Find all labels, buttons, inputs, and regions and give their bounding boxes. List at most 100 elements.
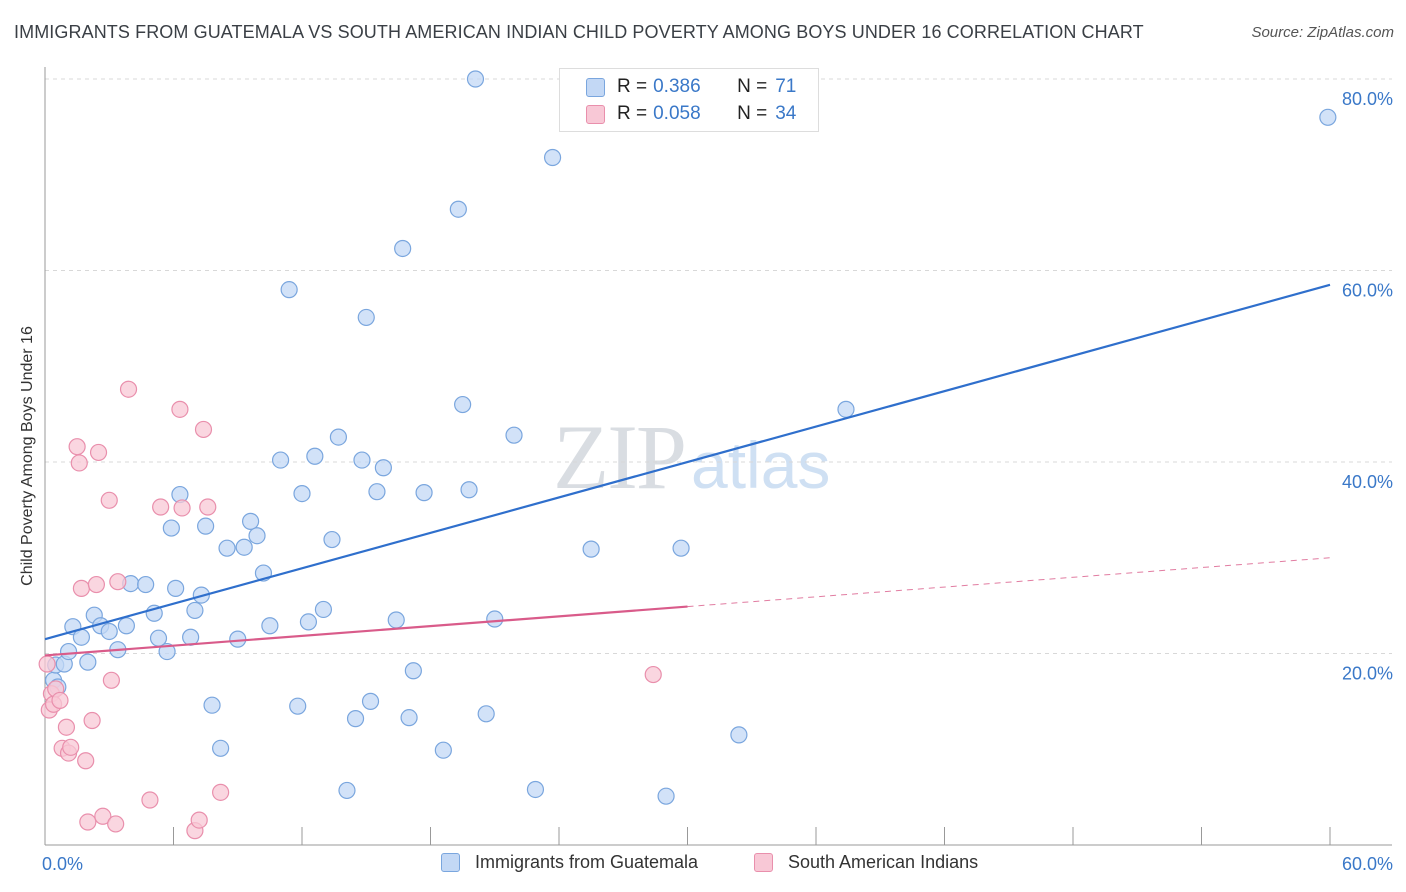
series-legend-label: South American Indians <box>788 852 979 872</box>
point-guatemala <box>353 451 371 469</box>
point-guatemala <box>329 428 348 446</box>
point-guatemala <box>404 662 422 680</box>
point-south-american-indian <box>70 454 88 472</box>
legend-row-guatemala: R = 0.386 N = 71 <box>586 74 796 100</box>
legend-n-label: N = <box>737 103 768 124</box>
correlation-legend: R = 0.386 N = 71 R = 0.058 N = 34 <box>559 68 819 132</box>
point-guatemala <box>460 481 478 499</box>
point-guatemala <box>306 447 324 465</box>
series-legend-swatch-pink <box>754 853 773 872</box>
point-south-american-indian <box>119 380 138 398</box>
point-guatemala <box>242 512 260 530</box>
point-guatemala <box>167 579 185 597</box>
point-guatemala <box>197 517 215 535</box>
legend-n-value: 71 <box>775 76 797 97</box>
point-guatemala <box>368 483 386 501</box>
watermark-zip: ZIP <box>553 406 687 508</box>
legend-swatch-blue <box>586 77 605 97</box>
point-guatemala <box>158 642 176 661</box>
point-south-american-indian <box>173 499 191 517</box>
point-guatemala <box>466 70 485 88</box>
x-tick-label: 0.0% <box>42 854 83 874</box>
point-guatemala <box>100 622 118 641</box>
legend-row-south-american-indians: R = 0.058 N = 34 <box>586 101 796 127</box>
chart-source: Source: ZipAtlas.com <box>1251 24 1394 41</box>
point-guatemala <box>346 710 365 728</box>
point-south-american-indian <box>38 655 56 673</box>
point-south-american-indian <box>57 718 76 736</box>
point-guatemala <box>486 610 504 628</box>
series-legend-item-guatemala: Immigrants from Guatemala <box>441 852 698 873</box>
point-guatemala <box>293 484 311 503</box>
point-south-american-indian <box>79 813 97 831</box>
point-guatemala <box>449 200 467 218</box>
point-guatemala <box>289 697 307 715</box>
point-south-american-indian <box>190 811 208 829</box>
point-south-american-indian <box>87 575 106 594</box>
point-guatemala <box>271 451 290 469</box>
legend-r-label: R = <box>617 103 648 124</box>
point-south-american-indian <box>72 579 91 597</box>
point-south-american-indian <box>94 807 112 825</box>
point-guatemala <box>582 540 600 558</box>
trend-lines <box>44 283 1331 657</box>
point-south-american-indian <box>141 791 159 809</box>
series-guatemala-points <box>44 70 1337 805</box>
axes <box>44 67 1392 846</box>
trend-line-guatemala <box>44 283 1331 641</box>
tick-labels: 20.0% 40.0% 60.0% 80.0% 0.0% 60.0% <box>42 89 1393 874</box>
point-guatemala <box>543 148 562 167</box>
point-guatemala <box>59 642 78 661</box>
point-south-american-indian <box>83 711 101 730</box>
series-south-american-indian-points <box>38 380 662 840</box>
legend-r-value: 0.386 <box>653 76 701 97</box>
point-south-american-indian <box>77 752 95 770</box>
point-south-american-indian <box>100 491 118 509</box>
legend-r-label: R = <box>617 76 648 97</box>
point-guatemala <box>415 484 433 502</box>
point-guatemala <box>374 459 392 477</box>
point-guatemala <box>137 575 155 594</box>
chart-title: IMMIGRANTS FROM GUATEMALA VS SOUTH AMERI… <box>14 22 1144 42</box>
series-legend-item-south-american-indians: South American Indians <box>754 852 978 873</box>
x-tick-label: 60.0% <box>1342 854 1393 874</box>
point-guatemala <box>79 653 97 671</box>
point-south-american-indian <box>194 420 213 439</box>
legend-swatch-pink <box>586 104 605 124</box>
point-south-american-indian <box>109 573 127 591</box>
legend-r-value: 0.058 <box>653 103 701 124</box>
point-south-american-indian <box>152 498 170 516</box>
point-guatemala <box>218 539 236 557</box>
trend-line-south-american-indians-extension <box>687 557 1331 608</box>
point-south-american-indian <box>102 671 120 689</box>
watermark: ZIPatlas <box>553 404 830 510</box>
point-guatemala <box>323 530 341 549</box>
point-south-american-indian <box>68 438 86 456</box>
point-south-american-indian <box>89 443 108 462</box>
point-guatemala <box>387 611 405 629</box>
point-guatemala <box>394 239 412 258</box>
point-south-american-indian <box>171 400 189 418</box>
point-guatemala <box>672 539 690 557</box>
point-guatemala <box>314 600 333 619</box>
point-guatemala <box>454 395 472 414</box>
point-guatemala <box>248 527 266 545</box>
point-guatemala <box>526 780 545 799</box>
point-guatemala <box>229 630 247 648</box>
point-guatemala <box>280 281 298 299</box>
series-legend-label: Immigrants from Guatemala <box>475 852 699 872</box>
y-tick-label: 20.0% <box>1342 664 1393 684</box>
point-south-american-indian <box>62 738 80 756</box>
point-guatemala <box>505 426 523 444</box>
point-guatemala <box>477 705 495 723</box>
point-south-american-indian <box>51 691 69 710</box>
grid-lines <box>45 78 1392 654</box>
point-south-american-indian <box>107 815 125 833</box>
point-guatemala <box>299 613 318 631</box>
point-guatemala <box>400 709 418 727</box>
point-guatemala <box>212 739 230 757</box>
point-guatemala <box>837 400 855 418</box>
point-guatemala <box>1319 108 1337 126</box>
y-tick-label: 40.0% <box>1342 472 1393 492</box>
